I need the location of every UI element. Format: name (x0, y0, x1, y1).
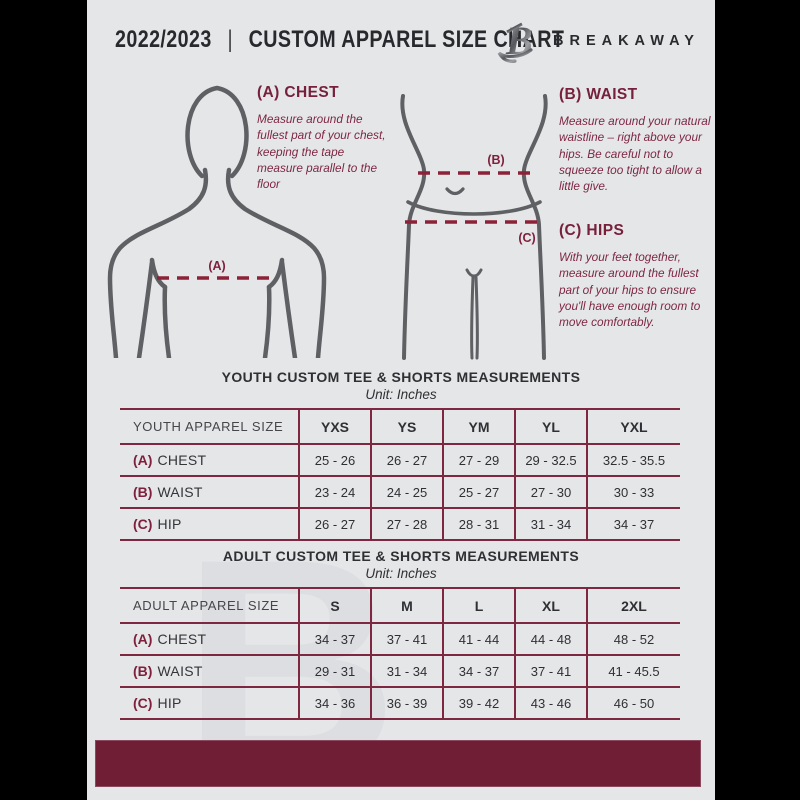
torso-figure: (A) (107, 85, 327, 358)
size-label-header: ADULT APPAREL SIZE (133, 598, 280, 613)
row-label: (B) WAIST (133, 663, 203, 679)
measurement-cell: 34 - 37 (442, 656, 514, 686)
season-label: 2022/2023 (115, 26, 212, 53)
brand-name: BREAKAWAY (553, 33, 700, 49)
title-divider: | (227, 26, 233, 53)
measurement-cell: 34 - 36 (298, 688, 370, 718)
measurement-cell: 27 - 28 (370, 509, 442, 539)
measurement-cell: 28 - 31 (442, 509, 514, 539)
size-col-header: 2XL (586, 589, 680, 622)
measurement-cell: 23 - 24 (298, 477, 370, 507)
waist-guide: (B) WAIST Measure around your natural wa… (559, 86, 711, 194)
waist-marker-label: (B) (487, 153, 504, 167)
measurement-cell: 29 - 32.5 (514, 445, 586, 475)
measurement-cell: 25 - 27 (442, 477, 514, 507)
adult-table-unit: Unit: Inches (365, 566, 437, 581)
waist-guide-heading: (B) WAIST (559, 86, 638, 103)
table-header-row: ADULT APPAREL SIZE S M L XL 2XL (120, 587, 680, 622)
waist-guide-text: Measure around your natural waistline – … (559, 114, 711, 194)
measurement-cell: 26 - 27 (370, 445, 442, 475)
chest-marker-label: (A) (208, 259, 225, 273)
footer-accent-bar (95, 740, 701, 787)
chest-guide-text: Measure around the fullest part of your … (257, 112, 386, 192)
measurement-cell: 44 - 48 (514, 624, 586, 654)
table-row: (A) CHEST 25 - 26 26 - 27 27 - 29 29 - 3… (120, 443, 680, 475)
measurement-cell: 32.5 - 35.5 (586, 445, 680, 475)
measurement-cell: 24 - 25 (370, 477, 442, 507)
brand-lockup: B BREAKAWAY (497, 18, 700, 64)
table-header-row: YOUTH APPAREL SIZE YXS YS YM YL YXL (120, 408, 680, 443)
row-label: (B) WAIST (133, 484, 203, 500)
hips-guide: (C) HIPS With your feet together, measur… (559, 222, 715, 330)
youth-table-title: YOUTH CUSTOM TEE & SHORTS MEASUREMENTS (221, 369, 581, 385)
size-col-header: S (298, 589, 370, 622)
hips-figure: (B) (C) (400, 94, 548, 360)
size-col-header: YS (370, 410, 442, 443)
youth-size-table: YOUTH APPAREL SIZE YXS YS YM YL YXL (A) … (120, 408, 680, 541)
chest-guide-heading: (A) CHEST (257, 84, 339, 101)
head-outline (185, 85, 249, 179)
youth-table-unit: Unit: Inches (365, 387, 437, 402)
measurement-cell: 34 - 37 (298, 624, 370, 654)
measurement-cell: 26 - 27 (298, 509, 370, 539)
measurement-cell: 39 - 42 (442, 688, 514, 718)
measurement-cell: 37 - 41 (370, 624, 442, 654)
measurement-cell: 41 - 45.5 (586, 656, 680, 686)
measurement-cell: 48 - 52 (586, 624, 680, 654)
row-label: (C) HIP (133, 695, 182, 711)
adult-table-title: ADULT CUSTOM TEE & SHORTS MEASUREMENTS (222, 548, 580, 564)
breakaway-logo-icon: B (497, 18, 533, 63)
navel-mark (445, 187, 465, 196)
chest-guide: (A) CHEST Measure around the fullest par… (257, 84, 389, 192)
size-col-header: L (442, 589, 514, 622)
size-chart-document: B 2022/2023 | CUSTOM APPAREL SIZE CHART … (87, 0, 715, 800)
row-label: (A) CHEST (133, 452, 207, 468)
row-label: (A) CHEST (133, 631, 207, 647)
size-col-header: M (370, 589, 442, 622)
table-row: (C) HIP 26 - 27 27 - 28 28 - 31 31 - 34 … (120, 507, 680, 539)
measurement-cell: 36 - 39 (370, 688, 442, 718)
pelvis-curve (406, 200, 542, 216)
measurement-cell: 25 - 26 (298, 445, 370, 475)
hips-guide-heading: (C) HIPS (559, 222, 625, 239)
measurement-cell: 29 - 31 (298, 656, 370, 686)
table-row: (B) WAIST 23 - 24 24 - 25 25 - 27 27 - 3… (120, 475, 680, 507)
table-row: (B) WAIST 29 - 31 31 - 34 34 - 37 37 - 4… (120, 654, 680, 686)
size-col-header: YXL (586, 410, 680, 443)
measurement-cell: 27 - 29 (442, 445, 514, 475)
hip-marker-label: (C) (518, 231, 535, 245)
row-label: (C) HIP (133, 516, 182, 532)
size-col-header: XL (514, 589, 586, 622)
measurement-cell: 31 - 34 (370, 656, 442, 686)
measurement-cell: 34 - 37 (586, 509, 680, 539)
measurement-cell: 27 - 30 (514, 477, 586, 507)
measurement-cell: 41 - 44 (442, 624, 514, 654)
table-row: (A) CHEST 34 - 37 37 - 41 41 - 44 44 - 4… (120, 622, 680, 654)
measurement-cell: 43 - 46 (514, 688, 586, 718)
measurement-cell: 31 - 34 (514, 509, 586, 539)
size-col-header: YL (514, 410, 586, 443)
adult-size-table: ADULT APPAREL SIZE S M L XL 2XL (A) CHES… (120, 587, 680, 720)
table-row: (C) HIP 34 - 36 36 - 39 39 - 42 43 - 46 … (120, 686, 680, 718)
measurement-cell: 37 - 41 (514, 656, 586, 686)
hips-guide-text: With your feet together, measure around … (559, 250, 701, 330)
measurement-cell: 30 - 33 (586, 477, 680, 507)
size-label-header: YOUTH APPAREL SIZE (133, 419, 284, 434)
size-col-header: YXS (298, 410, 370, 443)
measurement-cell: 46 - 50 (586, 688, 680, 718)
size-col-header: YM (442, 410, 514, 443)
